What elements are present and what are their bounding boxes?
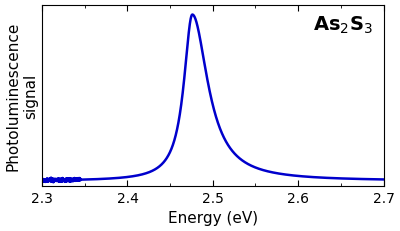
- Y-axis label: Photoluminescence
signal: Photoluminescence signal: [6, 21, 38, 170]
- X-axis label: Energy (eV): Energy (eV): [168, 210, 258, 225]
- Text: As$_2$S$_3$: As$_2$S$_3$: [313, 15, 373, 36]
